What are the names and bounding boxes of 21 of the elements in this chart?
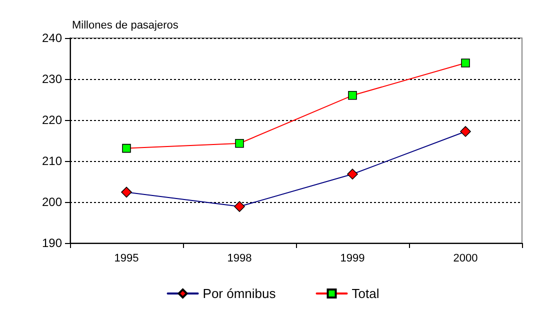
- point: [348, 91, 357, 100]
- point: [234, 201, 245, 212]
- legend-label: Por ómnibus: [202, 286, 276, 301]
- y-tick-label: 200: [42, 195, 62, 209]
- y-axis-title: Millones de pasajeros: [72, 20, 179, 32]
- y-tick-label: 230: [42, 72, 62, 86]
- y-tick-label: 190: [42, 236, 62, 250]
- point: [347, 168, 358, 180]
- y-tick-label: 240: [42, 31, 62, 45]
- legend-label: Total: [352, 286, 380, 301]
- y-tick-label: 210: [42, 154, 62, 168]
- x-tick-label: 1995: [114, 252, 139, 264]
- point: [235, 138, 244, 148]
- point: [460, 126, 471, 137]
- point: [122, 144, 131, 153]
- point: [461, 58, 470, 68]
- y-tick-label: 220: [42, 113, 62, 127]
- x-tick-label: 1998: [227, 252, 252, 264]
- x-tick-label: 2000: [453, 252, 478, 264]
- x-tick-label: 1999: [340, 252, 365, 264]
- point: [121, 186, 132, 198]
